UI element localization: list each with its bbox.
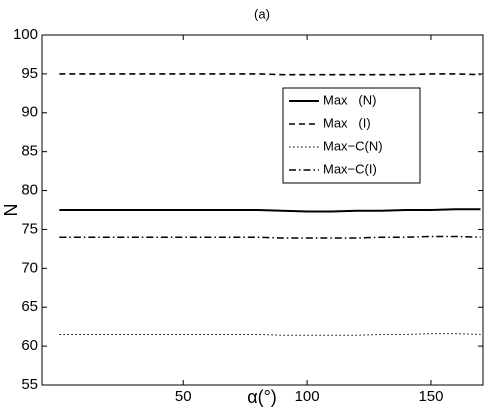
series-line [59,333,481,336]
series-line [59,73,481,76]
series-line [59,208,481,213]
y-tick-label: 95 [21,65,38,82]
legend-box [282,87,421,184]
y-tick-label: 75 [21,220,38,237]
plot-frame [41,34,484,386]
y-tick-label: 65 [21,298,38,315]
series-line [59,235,481,239]
y-tick-label: 60 [21,337,38,354]
y-tick-label: 100 [13,26,38,43]
chart-title: (a) [254,6,270,21]
y-tick-label: 55 [21,376,38,393]
y-tick-label: 90 [21,104,38,121]
y-tick-label: 80 [21,182,38,199]
legend-label: Max (I) [323,115,371,130]
legend-label: Max−C(I) [323,161,377,176]
legend-label: Max (N) [323,92,376,107]
y-axis-label: N [1,204,21,217]
y-tick-label: 70 [21,259,38,276]
legend-label: Max−C(N) [323,138,383,153]
x-tick-label: 150 [418,388,443,405]
x-tick-label: 100 [295,388,320,405]
y-tick-label: 85 [21,143,38,160]
x-axis-label: α(°) [247,387,277,407]
x-tick-label: 50 [175,388,192,405]
